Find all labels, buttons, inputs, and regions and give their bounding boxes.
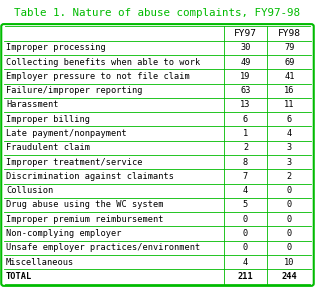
- Text: 79: 79: [284, 43, 295, 52]
- Text: 0: 0: [243, 229, 248, 238]
- Text: 8: 8: [243, 158, 248, 167]
- Text: Fraudulent claim: Fraudulent claim: [6, 143, 90, 152]
- Text: 41: 41: [284, 72, 295, 81]
- Text: 30: 30: [240, 43, 251, 52]
- Text: 0: 0: [287, 201, 292, 210]
- Text: 6: 6: [243, 115, 248, 124]
- Text: Discrimination against claimants: Discrimination against claimants: [6, 172, 174, 181]
- Text: 244: 244: [281, 272, 297, 281]
- Text: 4: 4: [287, 129, 292, 138]
- Text: 1: 1: [243, 129, 248, 138]
- Text: FY98: FY98: [278, 29, 301, 38]
- Text: 4: 4: [243, 258, 248, 267]
- Text: 211: 211: [238, 272, 253, 281]
- Text: TOTAL: TOTAL: [6, 272, 32, 281]
- Text: 16: 16: [284, 86, 295, 95]
- Text: Non-complying employer: Non-complying employer: [6, 229, 122, 238]
- Text: 10: 10: [284, 258, 295, 267]
- Text: FY97: FY97: [234, 29, 257, 38]
- Text: Table 1. Nature of abuse complaints, FY97-98: Table 1. Nature of abuse complaints, FY9…: [14, 8, 301, 18]
- Text: 2: 2: [287, 172, 292, 181]
- Text: 69: 69: [284, 58, 295, 67]
- Text: Miscellaneous: Miscellaneous: [6, 258, 74, 267]
- Text: Employer pressure to not file claim: Employer pressure to not file claim: [6, 72, 190, 81]
- Text: Harassment: Harassment: [6, 100, 59, 109]
- Text: 3: 3: [287, 158, 292, 167]
- Text: Unsafe employer practices/environment: Unsafe employer practices/environment: [6, 243, 200, 252]
- Text: 63: 63: [240, 86, 251, 95]
- Text: 0: 0: [287, 186, 292, 195]
- Text: 19: 19: [240, 72, 251, 81]
- Text: 4: 4: [243, 186, 248, 195]
- Text: Drug abuse using the WC system: Drug abuse using the WC system: [6, 201, 163, 210]
- Text: 3: 3: [287, 143, 292, 152]
- Text: 6: 6: [287, 115, 292, 124]
- Text: 0: 0: [287, 229, 292, 238]
- Text: Collusion: Collusion: [6, 186, 53, 195]
- Text: 11: 11: [284, 100, 295, 109]
- Text: Collecting benefits when able to work: Collecting benefits when able to work: [6, 58, 200, 67]
- Text: Improper billing: Improper billing: [6, 115, 90, 124]
- Text: 5: 5: [243, 201, 248, 210]
- Text: Improper processing: Improper processing: [6, 43, 106, 52]
- Text: Improper premium reimbursement: Improper premium reimbursement: [6, 215, 163, 224]
- Text: Improper treatment/service: Improper treatment/service: [6, 158, 142, 167]
- Text: 0: 0: [287, 215, 292, 224]
- Text: 0: 0: [243, 215, 248, 224]
- Text: 0: 0: [287, 243, 292, 252]
- Text: 0: 0: [243, 243, 248, 252]
- Text: Failure/improper reporting: Failure/improper reporting: [6, 86, 142, 95]
- Text: 13: 13: [240, 100, 251, 109]
- Text: Late payment/nonpayment: Late payment/nonpayment: [6, 129, 127, 138]
- Text: 49: 49: [240, 58, 251, 67]
- Text: 7: 7: [243, 172, 248, 181]
- Text: 2: 2: [243, 143, 248, 152]
